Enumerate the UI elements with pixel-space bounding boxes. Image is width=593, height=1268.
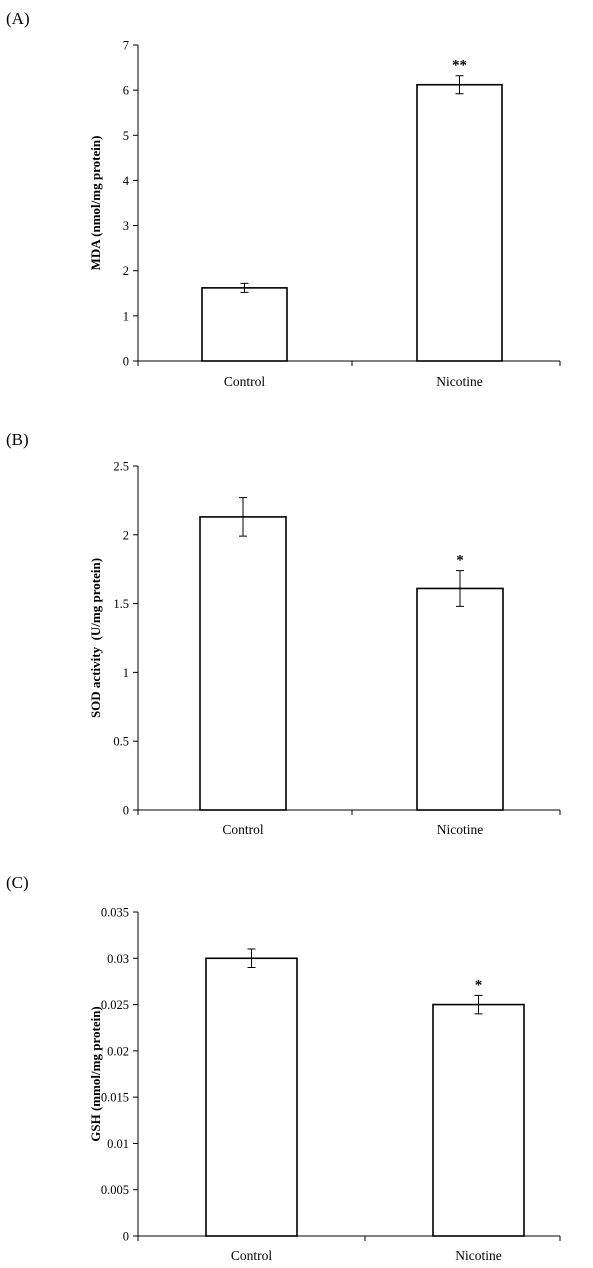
significance-b-nicotine: * [456, 553, 464, 569]
panel-b-label: (B) [6, 430, 29, 449]
y-tick-label-c: 0 [123, 1230, 129, 1244]
y-tick-label-a: 1 [123, 309, 129, 323]
y-tick-label-a: 0 [123, 355, 129, 369]
y-tick-label-c: 0.015 [101, 1091, 129, 1105]
significance-a-nicotine: ** [452, 58, 467, 74]
y-tick-label-b: 2.5 [113, 460, 129, 474]
y-axis-title-c: GSH (mmol/mg protein) [88, 1006, 103, 1142]
y-tick-label-b: 1 [123, 666, 129, 680]
category-label-c-nicotine: Nicotine [455, 1248, 502, 1263]
y-tick-label-a: 7 [123, 39, 129, 53]
chart-panel-b: (B) 0 0.5 1 1.5 2 2.5 Control * Nicotine SOD activ… [6, 430, 561, 837]
chart-panel-a: (A) 0 1 2 3 4 5 6 7 Control ** Nicotine MDA (nmol/mg… [6, 9, 561, 389]
y-tick-label-a: 2 [123, 264, 129, 278]
bar-c-nicotine [432, 1003, 525, 1237]
bar-a-control [201, 287, 288, 362]
error-bar-c-nicotine [474, 994, 483, 1015]
y-tick-label-a: 3 [123, 219, 129, 233]
category-label-a-nicotine: Nicotine [436, 374, 483, 389]
bar-b-control [199, 516, 287, 811]
y-tick-label-b: 1.5 [113, 597, 129, 611]
error-bar-c-control [247, 948, 256, 969]
y-tick-label-c: 0.01 [107, 1137, 129, 1151]
panel-a-label: (A) [6, 9, 30, 28]
panel-c-label: (C) [6, 873, 29, 892]
y-tick-label-b: 2 [123, 528, 129, 542]
bar-a-nicotine [416, 83, 503, 362]
y-tick-label-a: 5 [123, 129, 129, 143]
y-tick-label-c: 0.025 [101, 998, 129, 1012]
error-bar-b-control [239, 497, 247, 537]
y-tick-label-a: 4 [123, 174, 130, 188]
category-label-b-nicotine: Nicotine [437, 822, 484, 837]
y-axis-title-b: SOD activity (U/mg protein) [88, 558, 103, 718]
y-tick-label-c: 0.005 [101, 1183, 129, 1197]
category-label-b-control: Control [222, 822, 264, 837]
y-tick-label-c: 0.02 [107, 1044, 129, 1058]
y-tick-label-c: 0.035 [101, 906, 129, 920]
error-bar-a-control [240, 282, 249, 293]
y-tick-label-b: 0.5 [113, 735, 129, 749]
significance-c-nicotine: * [475, 977, 483, 993]
y-tick-label-b: 0 [123, 804, 129, 818]
category-label-c-control: Control [231, 1248, 273, 1263]
category-label-a-control: Control [224, 374, 266, 389]
bar-c-control [205, 957, 298, 1237]
error-bar-b-nicotine [456, 570, 464, 607]
bar-b-nicotine [416, 587, 504, 811]
y-tick-label-a: 6 [123, 84, 129, 98]
chart-panel-c: (C) 0 0.005 0.01 0.015 0.02 0.025 0.03 0.035 Cont… [6, 873, 561, 1263]
error-bar-a-nicotine [455, 75, 464, 95]
y-tick-label-c: 0.03 [107, 952, 129, 966]
y-axis-title-a: MDA (nmol/mg protein) [88, 136, 103, 271]
